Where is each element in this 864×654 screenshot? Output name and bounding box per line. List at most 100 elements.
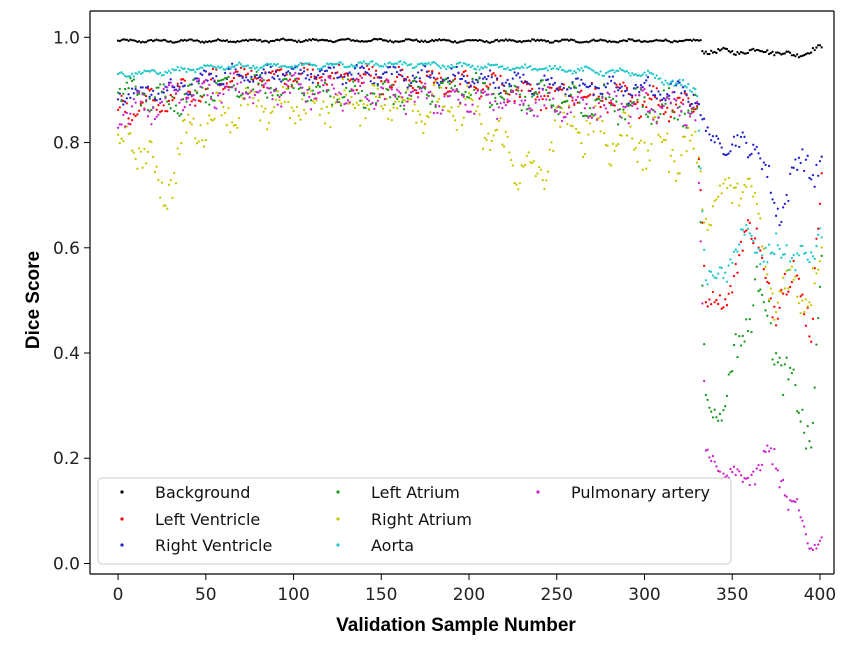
data-point (181, 67, 185, 71)
data-point (562, 83, 565, 86)
data-point (327, 63, 330, 66)
data-point (441, 38, 444, 42)
data-point (416, 110, 420, 113)
data-point (480, 66, 483, 69)
data-point (304, 100, 307, 103)
data-point (739, 344, 743, 347)
data-point (395, 88, 399, 91)
data-point (725, 153, 729, 156)
data-point (710, 410, 713, 413)
data-point (241, 39, 244, 42)
data-point (162, 83, 165, 86)
data-point (801, 408, 804, 411)
data-point (811, 548, 815, 552)
data-point (759, 249, 762, 252)
data-point (464, 69, 467, 73)
data-point (262, 79, 265, 82)
data-point (504, 81, 508, 84)
data-point (525, 80, 529, 84)
data-point (634, 73, 637, 76)
data-point (643, 96, 646, 99)
data-point (778, 223, 781, 227)
data-point (550, 67, 553, 71)
data-point (394, 93, 397, 96)
data-point (130, 87, 134, 90)
data-point (515, 85, 518, 89)
data-point (299, 61, 302, 65)
data-point (229, 80, 232, 83)
data-point (253, 73, 257, 77)
data-point (634, 102, 637, 106)
data-point (230, 40, 234, 44)
data-point (418, 77, 422, 80)
legend-marker (336, 517, 340, 521)
data-point (708, 270, 711, 273)
data-point (720, 307, 723, 310)
data-point (467, 63, 471, 66)
data-point (399, 40, 402, 43)
data-point (731, 201, 734, 204)
data-point (427, 115, 430, 119)
data-point (306, 91, 309, 95)
data-point (123, 87, 127, 91)
data-point (250, 66, 253, 70)
data-point (194, 104, 197, 107)
data-point (766, 273, 769, 276)
data-point (350, 73, 353, 76)
data-point (345, 72, 348, 75)
data-point (713, 460, 716, 463)
data-point (387, 117, 390, 121)
data-point (159, 39, 162, 42)
data-point (506, 135, 509, 139)
data-point (571, 82, 574, 86)
data-point (813, 48, 816, 52)
data-point (583, 95, 586, 98)
data-point (127, 93, 130, 96)
data-point (194, 39, 197, 42)
data-point (643, 87, 646, 91)
data-point (601, 92, 604, 96)
data-point (122, 38, 125, 41)
data-point (459, 61, 462, 64)
data-point (225, 124, 229, 127)
data-point (353, 65, 357, 68)
data-point (427, 75, 430, 78)
data-point (460, 94, 464, 97)
data-point (311, 89, 314, 92)
data-point (394, 62, 397, 65)
plot-area (89, 10, 835, 575)
data-point (471, 80, 474, 83)
data-point (671, 148, 674, 152)
data-point (176, 40, 179, 43)
data-point (181, 39, 185, 42)
data-point (318, 113, 322, 116)
data-point (692, 110, 695, 113)
data-point (281, 85, 285, 89)
data-point (399, 104, 402, 108)
data-point (471, 39, 474, 42)
data-point (309, 72, 313, 76)
data-point (446, 76, 450, 80)
data-point (583, 83, 586, 86)
data-point (397, 90, 400, 93)
data-point (431, 94, 434, 97)
data-point (667, 97, 671, 101)
data-point (492, 92, 495, 95)
data-point (302, 66, 306, 70)
data-point (627, 122, 630, 125)
data-point (796, 295, 799, 298)
data-point (425, 63, 429, 66)
data-point (783, 272, 787, 276)
legend-label: Left Ventricle (155, 510, 260, 529)
data-point (729, 285, 732, 288)
data-point (120, 38, 123, 42)
data-point (230, 85, 234, 89)
data-point (738, 470, 741, 473)
data-point (746, 329, 750, 333)
data-point (188, 38, 192, 41)
data-point (450, 67, 453, 70)
data-point (331, 83, 334, 86)
data-point (390, 40, 393, 43)
data-point (367, 39, 371, 43)
data-point (797, 411, 801, 414)
